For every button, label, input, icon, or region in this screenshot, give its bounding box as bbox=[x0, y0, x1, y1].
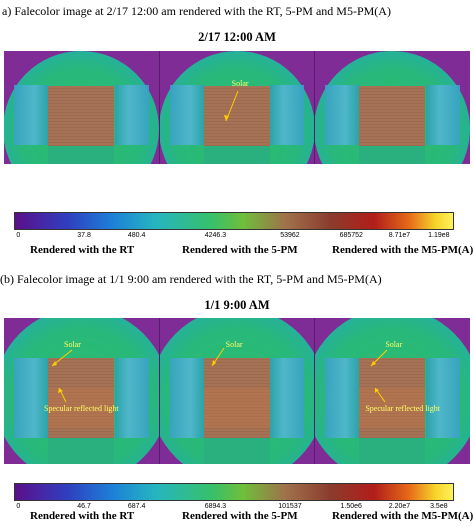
solar-callout-b-rt: Solar bbox=[64, 340, 81, 349]
colorbar-a-tick: 37.8 bbox=[77, 232, 91, 239]
image-row-a: Solar bbox=[4, 51, 471, 164]
panel-b-rt: Solar Specular reflected light bbox=[4, 318, 160, 464]
panel-b-m5pm: Solar Specular reflected light bbox=[315, 318, 471, 464]
panel-caption-b-5pm: Rendered with the 5-PM bbox=[182, 510, 298, 522]
colorbar-a-tick: 480.4 bbox=[127, 232, 146, 239]
panel-b-5pm: Solar bbox=[159, 318, 316, 464]
callout-arrow-b-5pm bbox=[211, 347, 225, 367]
colorbar-b-tick: 687.4 bbox=[127, 503, 146, 510]
colorbar-b: 0 46.7 687.4 6894.3 101537 1.50e6 2.20e7… bbox=[14, 483, 454, 511]
panel-a-rt bbox=[4, 51, 160, 164]
colorbar-b-tick: 2.20e7 bbox=[388, 503, 411, 510]
panel-caption-a-m5pm: Rendered with the M5-PM(A) bbox=[332, 244, 474, 256]
image-row-b: Solar Specular reflected light Solar Sol… bbox=[4, 318, 471, 464]
colorbar-b-tick: 6894.3 bbox=[204, 503, 227, 510]
subtitle-a: 2/17 12:00 AM bbox=[198, 30, 276, 44]
colorbar-b-tick: 101537 bbox=[278, 503, 302, 510]
panel-a-5pm: Solar bbox=[159, 51, 316, 164]
solar-callout-a: Solar bbox=[231, 79, 249, 88]
panel-caption-b-rt: Rendered with the RT bbox=[30, 510, 135, 522]
colorbar-a-tick: 8.71e7 bbox=[388, 232, 411, 239]
colorbar-b-tick: 1.50e6 bbox=[340, 503, 362, 510]
colorbar-a-tick: 53962 bbox=[280, 232, 300, 239]
colorbar-b-tick: 3.5e8 bbox=[430, 503, 448, 510]
colorbar-a-tick: 1.19e8 bbox=[428, 232, 450, 239]
colorbar-b-tick: 46.7 bbox=[77, 503, 91, 510]
panel-a-m5pm bbox=[315, 51, 471, 164]
colorbar-gradient-b bbox=[14, 483, 454, 501]
callout-arrows-b-rt bbox=[51, 349, 73, 403]
figure-caption-a: a) Falecolor image at 2/17 12:00 am rend… bbox=[2, 4, 391, 18]
solar-callout-b-m5pm: Solar bbox=[385, 340, 403, 349]
panel-caption-a-5pm: Rendered with the 5-PM bbox=[182, 244, 298, 256]
callout-arrows-b-m5pm bbox=[370, 349, 388, 403]
colorbar-a-tick: 0 bbox=[16, 232, 21, 239]
colorbar-b-tick: 0 bbox=[16, 503, 21, 510]
subtitle-b: 1/1 9:00 AM bbox=[204, 298, 270, 312]
figure-caption-b: (b) Falecolor image at 1/1 9:00 am rende… bbox=[0, 272, 382, 286]
colorbar-a-tick: 4246.3 bbox=[204, 232, 227, 239]
solar-arrow-a bbox=[223, 90, 239, 122]
specular-callout-b-rt: Specular reflected light bbox=[44, 404, 119, 413]
colorbar-gradient-a bbox=[14, 212, 454, 230]
specular-callout-b-m5pm: Specular reflected light bbox=[365, 404, 440, 413]
colorbar-a: 0 37.8 480.4 4246.3 53962 685752 8.71e7 … bbox=[14, 212, 454, 242]
solar-callout-b-5pm: Solar bbox=[225, 340, 243, 349]
colorbar-a-tick: 685752 bbox=[339, 232, 363, 239]
panel-caption-a-rt: Rendered with the RT bbox=[30, 244, 135, 256]
panel-caption-b-m5pm: Rendered with the M5-PM(A) bbox=[332, 510, 474, 522]
